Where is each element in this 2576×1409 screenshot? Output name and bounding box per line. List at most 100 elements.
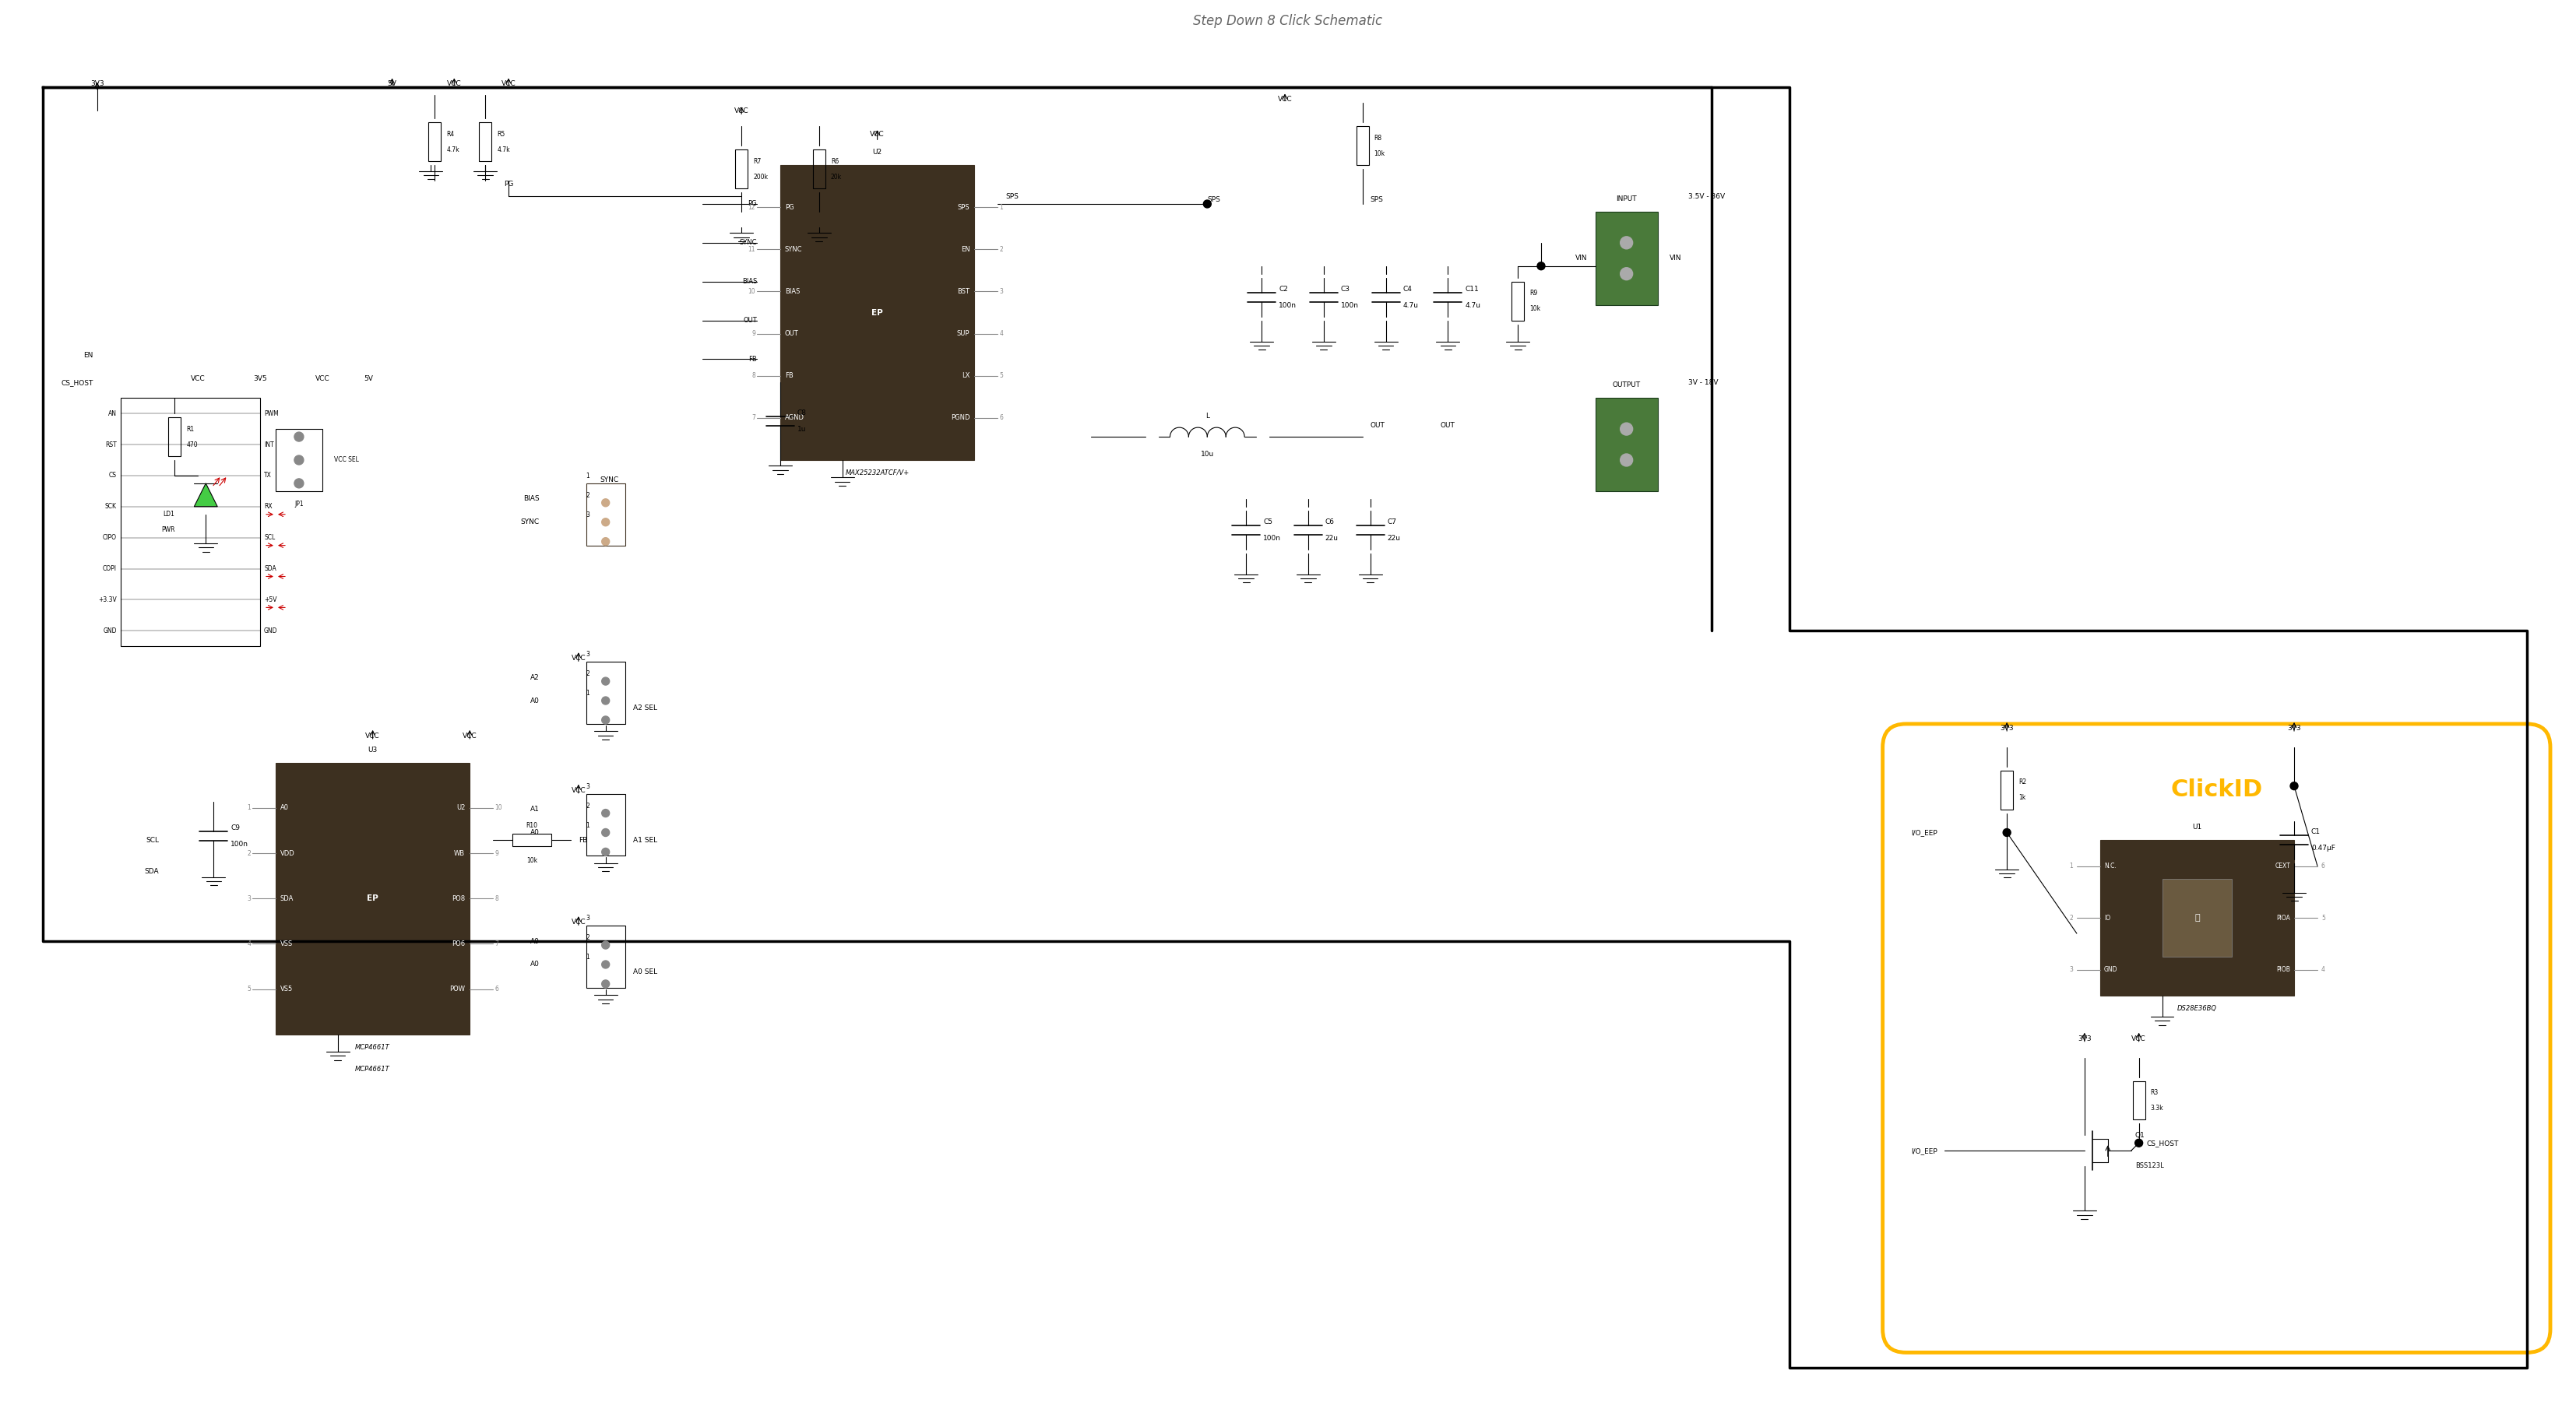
Text: OUT: OUT	[1440, 421, 1455, 428]
Circle shape	[1620, 268, 1633, 280]
Text: VSS: VSS	[281, 940, 294, 947]
Bar	[513, 834, 551, 847]
Text: MAX25232ATCF/V+: MAX25232ATCF/V+	[845, 469, 909, 476]
Text: SYNC: SYNC	[600, 476, 618, 483]
Text: R2: R2	[2020, 779, 2027, 786]
Text: 3V3: 3V3	[2287, 724, 2300, 731]
Text: A2: A2	[531, 674, 538, 681]
Text: LX: LX	[961, 372, 969, 379]
Text: INPUT: INPUT	[1615, 196, 1636, 203]
Bar	[428, 123, 440, 161]
Circle shape	[294, 433, 304, 441]
Text: 6: 6	[495, 985, 497, 992]
Circle shape	[603, 678, 611, 685]
Bar	[2133, 1081, 2146, 1120]
Text: 6: 6	[2321, 862, 2326, 869]
Circle shape	[294, 455, 304, 465]
Bar	[587, 662, 626, 724]
Bar	[2099, 840, 2295, 996]
Text: SUP: SUP	[956, 330, 969, 337]
Text: 3: 3	[585, 783, 590, 790]
Text: SCK: SCK	[106, 503, 116, 510]
Text: L: L	[1206, 413, 1208, 420]
Text: A2 SEL: A2 SEL	[634, 704, 657, 712]
Text: 8: 8	[752, 372, 755, 379]
Text: R8: R8	[1373, 134, 1383, 141]
Text: ClickID: ClickID	[2172, 778, 2262, 800]
Text: 6: 6	[999, 414, 1002, 421]
Text: 200k: 200k	[752, 173, 768, 180]
Text: SCL: SCL	[263, 534, 276, 541]
Bar	[121, 397, 260, 647]
Text: 4.7u: 4.7u	[1404, 302, 1419, 309]
Text: PG: PG	[786, 204, 793, 211]
Text: SPS: SPS	[1370, 197, 1383, 203]
Text: PWM: PWM	[263, 410, 278, 417]
Text: R3: R3	[2151, 1089, 2159, 1096]
Circle shape	[1203, 200, 1211, 207]
Text: FB: FB	[580, 837, 587, 844]
Text: SPS: SPS	[1005, 193, 1018, 200]
Text: 1: 1	[999, 204, 1002, 211]
Text: R5: R5	[497, 131, 505, 138]
Text: SPS: SPS	[958, 204, 969, 211]
Text: R10: R10	[526, 821, 538, 828]
Circle shape	[294, 479, 304, 488]
Text: C4: C4	[1404, 286, 1412, 293]
Text: GND: GND	[2105, 967, 2117, 974]
Text: C2: C2	[1278, 286, 1288, 293]
Bar	[1358, 127, 1368, 165]
Circle shape	[1620, 454, 1633, 466]
Text: SYNC: SYNC	[520, 519, 538, 526]
Text: EP: EP	[871, 309, 884, 317]
Text: C1: C1	[2311, 828, 2321, 836]
Text: U2: U2	[873, 149, 881, 156]
Text: 4.7u: 4.7u	[1466, 302, 1481, 309]
Text: VCC: VCC	[572, 655, 585, 662]
Text: 1k: 1k	[2020, 795, 2025, 802]
Text: VS5: VS5	[281, 985, 294, 992]
Text: 4: 4	[999, 330, 1002, 337]
Text: 20k: 20k	[829, 173, 842, 180]
Text: AN: AN	[108, 410, 116, 417]
Bar	[781, 165, 974, 461]
Text: VIN: VIN	[1577, 255, 1587, 262]
Text: PIOB: PIOB	[2277, 967, 2290, 974]
Text: 7: 7	[752, 414, 755, 421]
Text: VCC: VCC	[1278, 96, 1293, 103]
Text: A1: A1	[531, 806, 538, 813]
Text: C5: C5	[1262, 519, 1273, 526]
Text: 3.3k: 3.3k	[2151, 1105, 2164, 1112]
Bar	[1595, 397, 1656, 492]
Text: 100n: 100n	[1340, 302, 1358, 309]
Text: OUTPUT: OUTPUT	[1613, 382, 1641, 389]
Text: 3: 3	[585, 651, 590, 658]
Circle shape	[603, 809, 611, 817]
Text: GND: GND	[263, 627, 278, 634]
Text: 3V3: 3V3	[2079, 1036, 2092, 1043]
Text: 5: 5	[2321, 914, 2326, 921]
Text: OUT: OUT	[1370, 421, 1386, 428]
Text: R1: R1	[185, 426, 193, 433]
Text: 9: 9	[495, 850, 497, 857]
Text: 3: 3	[2069, 967, 2074, 974]
Text: A0: A0	[281, 805, 289, 812]
Text: 9: 9	[752, 330, 755, 337]
Text: BST: BST	[958, 287, 969, 294]
Text: 10k: 10k	[1530, 306, 1540, 313]
Text: PG: PG	[505, 180, 513, 187]
Text: WB: WB	[453, 850, 466, 857]
Text: 1: 1	[585, 472, 590, 479]
Bar	[814, 149, 824, 189]
Text: PG: PG	[747, 200, 757, 207]
Text: VCC: VCC	[464, 733, 477, 740]
Bar	[1595, 211, 1656, 304]
Bar	[479, 123, 492, 161]
Text: PWR: PWR	[162, 527, 175, 534]
Text: OUT: OUT	[786, 330, 799, 337]
Text: EN: EN	[961, 247, 969, 252]
Circle shape	[603, 848, 611, 855]
Bar	[276, 762, 469, 1034]
Text: OUT: OUT	[742, 317, 757, 324]
Text: MCP4661T: MCP4661T	[355, 1044, 389, 1051]
